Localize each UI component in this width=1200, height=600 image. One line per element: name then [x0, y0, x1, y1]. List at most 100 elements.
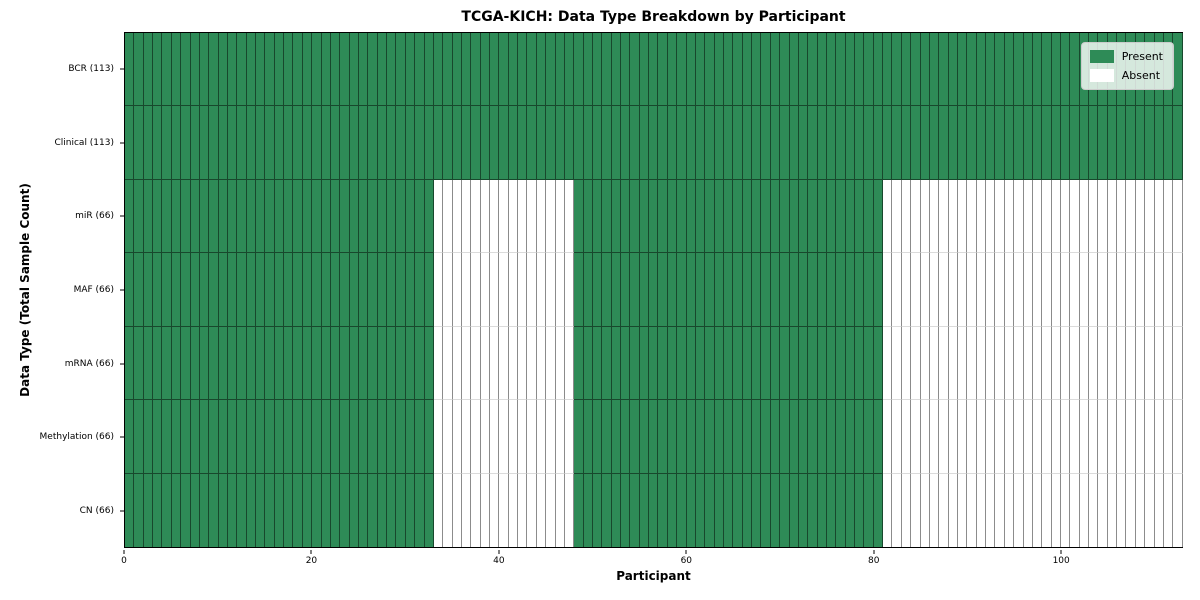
- heatmap-cell: [798, 326, 809, 401]
- heatmap-cell: [480, 33, 491, 107]
- heatmap-cell: [911, 106, 921, 180]
- heatmap-cell: [199, 400, 210, 474]
- heatmap-cell: [1163, 473, 1174, 547]
- heatmap-cell: [1042, 253, 1052, 327]
- heatmap-cell: [798, 179, 809, 254]
- heatmap-cell: [649, 253, 659, 327]
- heatmap-cell: [218, 400, 228, 474]
- heatmap-cell: [845, 179, 856, 254]
- heatmap-cell: [929, 179, 940, 254]
- heatmap-cell: [490, 179, 500, 254]
- heatmap-cell: [695, 400, 706, 474]
- heatmap-cell: [611, 253, 622, 327]
- heatmap-cell: [274, 33, 285, 107]
- heatmap-cell: [452, 326, 462, 401]
- heatmap-cell: [929, 326, 940, 401]
- heatmap-cell: [920, 106, 930, 180]
- heatmap-cell: [742, 400, 753, 474]
- heatmap-cell: [967, 473, 977, 547]
- heatmap-cell: [349, 326, 359, 401]
- heatmap-cell: [312, 253, 322, 327]
- heatmap-cell: [798, 253, 809, 327]
- heatmap-cell: [667, 179, 678, 254]
- heatmap-cell: [1051, 400, 1061, 474]
- heatmap-cell: [237, 33, 247, 107]
- heatmap-cell: [227, 179, 238, 254]
- legend: Present Absent: [1080, 42, 1174, 90]
- heatmap-cell: [302, 179, 313, 254]
- heatmap-cell: [789, 473, 799, 547]
- heatmap-cell: [1042, 179, 1052, 254]
- heatmap-cell: [171, 106, 182, 180]
- x-tick-mark: [123, 549, 125, 554]
- heatmap-cell: [1098, 326, 1108, 401]
- heatmap-cell: [574, 473, 584, 547]
- heatmap-cell: [368, 253, 378, 327]
- heatmap-cell: [349, 106, 359, 180]
- heatmap-cell: [1107, 179, 1118, 254]
- heatmap-cell: [536, 106, 547, 180]
- heatmap-cell: [724, 106, 734, 180]
- heatmap-cell: [986, 106, 996, 180]
- heatmap-cell: [293, 179, 303, 254]
- heatmap-cell: [125, 400, 135, 474]
- heatmap-cell: [995, 326, 1005, 401]
- heatmap-cell: [845, 400, 856, 474]
- heatmap-cell: [986, 253, 996, 327]
- heatmap-cell: [181, 106, 191, 180]
- heatmap-cell: [1060, 326, 1071, 401]
- heatmap-cell: [929, 33, 940, 107]
- x-tick-label: 0: [121, 555, 127, 566]
- heatmap-cell: [995, 106, 1005, 180]
- heatmap-cell: [1126, 473, 1136, 547]
- heatmap-cell: [312, 179, 322, 254]
- heatmap-cell: [667, 326, 678, 401]
- heatmap-cell: [1042, 326, 1052, 401]
- heatmap-cell: [284, 106, 294, 180]
- heatmap-cell: [583, 326, 593, 401]
- heatmap-cell: [312, 106, 322, 180]
- heatmap-cell: [377, 473, 388, 547]
- heatmap-cell: [1042, 33, 1052, 107]
- heatmap-cell: [742, 253, 753, 327]
- heatmap-cell: [555, 253, 565, 327]
- heatmap-cell: [340, 400, 350, 474]
- heatmap-cell: [125, 253, 135, 327]
- heatmap-cell: [855, 106, 865, 180]
- heatmap-row: [125, 400, 1183, 474]
- heatmap-cell: [911, 473, 921, 547]
- heatmap-cell: [1107, 473, 1118, 547]
- heatmap-cell: [864, 326, 874, 401]
- heatmap-cell: [686, 400, 696, 474]
- heatmap-cell: [1135, 473, 1146, 547]
- heatmap-cell: [592, 473, 603, 547]
- heatmap-cell: [724, 400, 734, 474]
- heatmap-cell: [461, 253, 472, 327]
- heatmap-cell: [621, 33, 631, 107]
- heatmap-cell: [181, 473, 191, 547]
- heatmap-cell: [518, 400, 528, 474]
- heatmap-cell: [134, 33, 144, 107]
- heatmap-cell: [387, 33, 397, 107]
- heatmap-cell: [1023, 179, 1033, 254]
- heatmap-cell: [780, 33, 790, 107]
- heatmap-cell: [143, 179, 154, 254]
- heatmap-cell: [321, 106, 331, 180]
- heatmap-cell: [808, 400, 818, 474]
- heatmap-cell: [817, 179, 827, 254]
- heatmap-cell: [349, 253, 359, 327]
- heatmap-cell: [433, 106, 444, 180]
- heatmap-cell: [443, 33, 453, 107]
- heatmap-cell: [630, 179, 640, 254]
- heatmap-cell: [443, 106, 453, 180]
- heatmap-cell: [480, 473, 491, 547]
- heatmap-cell: [1032, 326, 1043, 401]
- heatmap-cell: [714, 326, 724, 401]
- heatmap-cell: [424, 106, 434, 180]
- heatmap-cell: [340, 179, 350, 254]
- heatmap-cell: [995, 33, 1005, 107]
- heatmap-cell: [490, 473, 500, 547]
- heatmap-cell: [452, 473, 462, 547]
- heatmap-cell: [761, 400, 771, 474]
- heatmap-cell: [153, 473, 163, 547]
